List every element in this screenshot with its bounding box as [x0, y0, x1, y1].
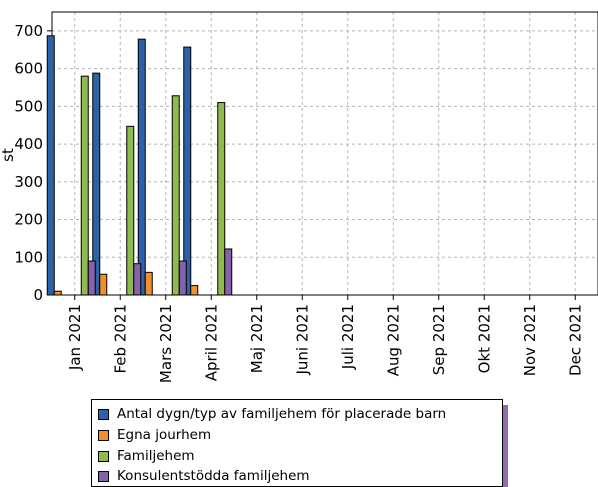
bar	[92, 72, 101, 296]
bar	[190, 285, 199, 296]
legend-swatch	[98, 470, 109, 482]
bar	[133, 263, 142, 296]
bar	[224, 248, 233, 296]
x-tick-label: Dec 2021	[566, 304, 584, 376]
legend-swatch	[98, 450, 109, 462]
legend-swatch	[98, 429, 109, 441]
y-tick-label: 100	[14, 248, 43, 266]
y-tick-label: 600	[14, 60, 43, 78]
legend-label: Konsulentstödda familjehem	[117, 468, 310, 484]
y-tick-label: 300	[14, 173, 43, 191]
legend-label: Egna jourhem	[117, 427, 212, 443]
bar	[87, 260, 96, 296]
legend: Antal dygn/typ av familjehem för placera…	[91, 399, 503, 487]
legend-item: Antal dygn/typ av familjehem för placera…	[98, 405, 446, 423]
x-axis: Jan 2021 Feb 2021 Mars 2021 April 2021 Maj 2…	[66, 295, 584, 383]
x-tick-label: Aug 2021	[384, 304, 402, 376]
y-axis-label: st	[0, 148, 17, 162]
y-tick-label: 700	[14, 22, 43, 40]
legend-item: Konsulentstödda familjehem	[98, 467, 310, 485]
y-tick-label: 200	[14, 211, 43, 229]
bar	[171, 95, 180, 296]
x-tick-label: Juni 2021	[293, 304, 311, 376]
bar	[144, 271, 153, 296]
x-tick-label: Nov 2021	[521, 304, 539, 376]
x-tick-label: Maj 2021	[248, 304, 266, 373]
bar	[99, 273, 108, 296]
bar	[178, 260, 187, 296]
x-tick-label: Jan 2021	[66, 304, 84, 371]
y-axis: 0 100 200 300 400 500 600 700	[14, 22, 52, 304]
y-tick-label: 500	[14, 97, 43, 115]
bar	[46, 35, 55, 296]
legend-swatch	[98, 408, 109, 420]
bar	[126, 125, 135, 296]
legend-shadow	[503, 405, 508, 487]
legend-item: Familjehem	[98, 447, 195, 465]
x-tick-label: Okt 2021	[475, 304, 493, 373]
x-tick-label: Sep 2021	[430, 304, 448, 375]
legend-label: Familjehem	[117, 448, 195, 464]
x-tick-label: Feb 2021	[111, 304, 129, 374]
bar	[217, 102, 226, 296]
x-tick-label: Juli 2021	[339, 304, 357, 370]
x-tick-label: April 2021	[202, 304, 220, 381]
bar	[183, 46, 192, 296]
bars	[46, 35, 233, 296]
y-tick-label: 0	[33, 286, 43, 304]
y-tick-label: 400	[14, 135, 43, 153]
bar	[53, 290, 62, 296]
bar-chart: 0 100 200 300 400 500 600 700 st Jan 2021 Feb 20…	[0, 11, 598, 383]
bar	[80, 75, 89, 296]
legend-label: Antal dygn/typ av familjehem för placera…	[117, 406, 447, 422]
bar	[137, 38, 146, 296]
legend-item: Egna jourhem	[98, 426, 211, 444]
x-tick-label: Mars 2021	[157, 304, 175, 383]
